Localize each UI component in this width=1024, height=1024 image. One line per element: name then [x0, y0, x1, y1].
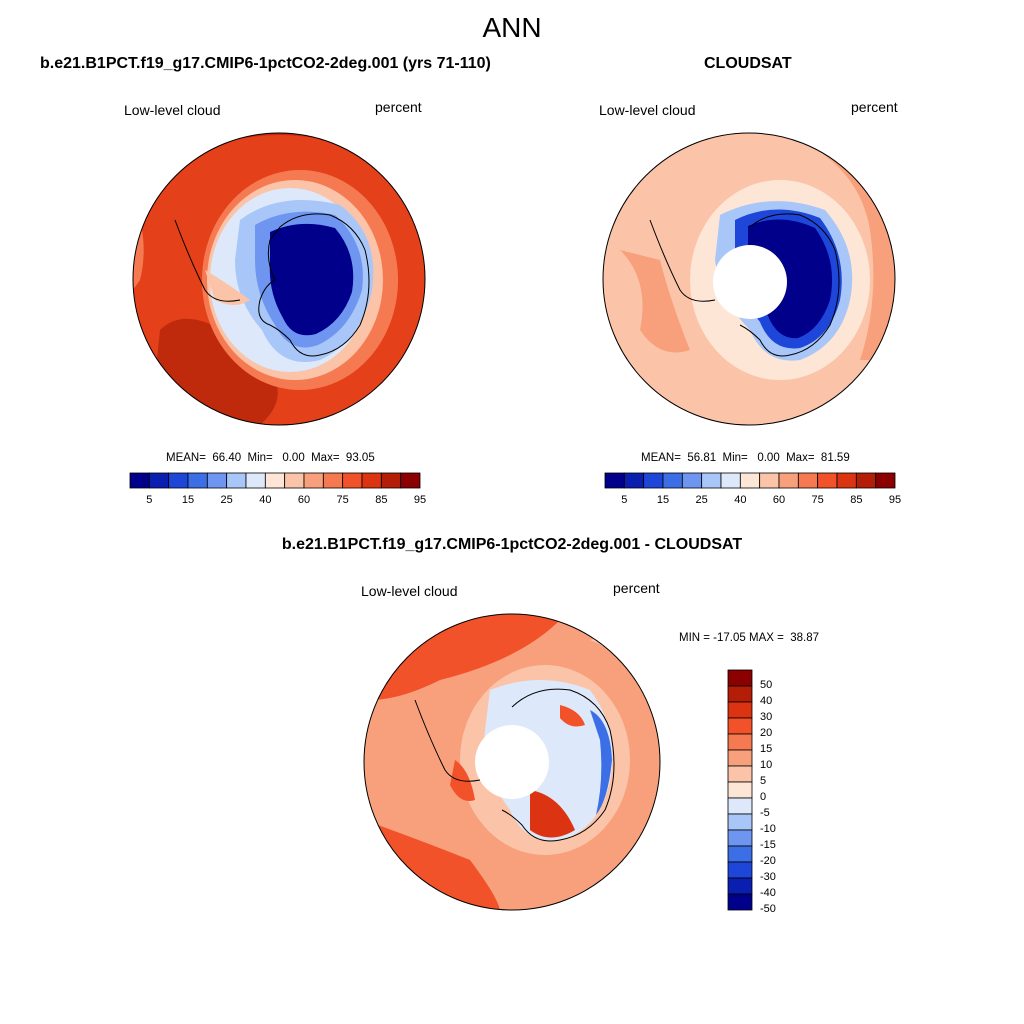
obs-colorbar-tick-label: 40	[734, 494, 747, 506]
obs-colorbar-tick-label: 5	[621, 494, 628, 506]
diff-colorbar-tick-label: 50	[760, 679, 773, 691]
diff-units-label: percent	[613, 580, 660, 596]
diff-colorbar-swatch	[727, 781, 753, 799]
diff-colorbar-swatch	[727, 717, 753, 735]
obs-colorbar-tick-label: 95	[888, 494, 902, 506]
diff-colorbar-swatch	[727, 845, 753, 863]
diff-colorbar-tick-label: -10	[760, 823, 776, 835]
figure-title: ANN	[482, 12, 542, 43]
diff-colorbar-swatch	[727, 685, 753, 703]
diff-colorbar-swatch	[727, 877, 753, 895]
model-colorbar-tick-label: 85	[375, 494, 388, 506]
diff-colorbar-tick-label: 5	[760, 775, 767, 787]
obs-units-label: percent	[851, 99, 898, 115]
model-colorbar-tick-label: 40	[259, 494, 272, 506]
diff-colorbar-swatch	[727, 669, 753, 687]
obs-colorbar-tick-label: 60	[772, 494, 786, 506]
model-panel-title: b.e21.B1PCT.f19_g17.CMIP6-1pctCO2-2deg.0…	[40, 55, 491, 72]
model-colorbar-tick-label: 95	[413, 494, 427, 506]
diff-panel-title: b.e21.B1PCT.f19_g17.CMIP6-1pctCO2-2deg.0…	[281, 536, 743, 553]
diff-colorbar-swatch	[727, 701, 753, 719]
obs-colorbar-tick-label: 75	[811, 494, 824, 506]
diff-stats: MIN = -17.05 MAX = 38.87	[679, 632, 819, 644]
model-units-label: percent	[375, 99, 422, 115]
obs-colorbar-tick-label: 85	[850, 494, 863, 506]
model-variable-label: Low-level cloud	[124, 102, 221, 118]
diff-colorbar-tick-label: -20	[760, 855, 776, 867]
obs-stats: MEAN= 56.81 Min= 0.00 Max= 81.59	[641, 452, 850, 464]
obs-panel-title: CLOUDSAT	[704, 55, 792, 72]
diff-colorbar-tick-label: 30	[760, 711, 773, 723]
diff-colorbar-swatch	[727, 749, 753, 767]
obs-colorbar-tick-label: 25	[695, 494, 708, 506]
diff-colorbar-tick-label: 20	[760, 727, 773, 739]
diff-variable-label: Low-level cloud	[361, 583, 458, 599]
diff-colorbar-tick-label: -50	[760, 903, 776, 915]
diff-colorbar-swatch	[727, 797, 753, 815]
obs-variable-label: Low-level cloud	[599, 102, 696, 118]
model-colorbar-tick-label: 75	[336, 494, 349, 506]
model-colorbar-swatch	[400, 472, 421, 489]
diff-colorbar-swatch	[727, 893, 753, 911]
model-colorbar-tick-label: 60	[297, 494, 311, 506]
diff-colorbar-swatch	[727, 861, 753, 879]
diff-colorbar-tick-label: 0	[760, 791, 767, 803]
model-colorbar-tick-label: 15	[181, 494, 195, 506]
diff-colorbar-tick-label: -40	[760, 887, 776, 899]
diff-colorbar-tick-label: -15	[760, 839, 776, 851]
model-colorbar-tick-label: 25	[220, 494, 233, 506]
diff-colorbar-tick-label: -30	[760, 871, 776, 883]
model-colorbar-tick-label: 5	[146, 494, 153, 506]
model-stats: MEAN= 66.40 Min= 0.00 Max= 93.05	[166, 452, 375, 464]
obs-colorbar-tick-label: 15	[656, 494, 670, 506]
diff-colorbar-tick-label: 10	[760, 759, 773, 771]
diff-colorbar-swatch	[727, 813, 753, 831]
diff-colorbar-tick-label: 40	[760, 695, 773, 707]
diff-colorbar-tick-label: -5	[760, 807, 770, 819]
diff-colorbar-swatch	[727, 829, 753, 847]
obs-colorbar-swatch	[875, 472, 896, 489]
diff-colorbar-tick-label: 15	[760, 743, 773, 755]
diff-colorbar-swatch	[727, 765, 753, 783]
diff-colorbar-swatch	[727, 733, 753, 751]
